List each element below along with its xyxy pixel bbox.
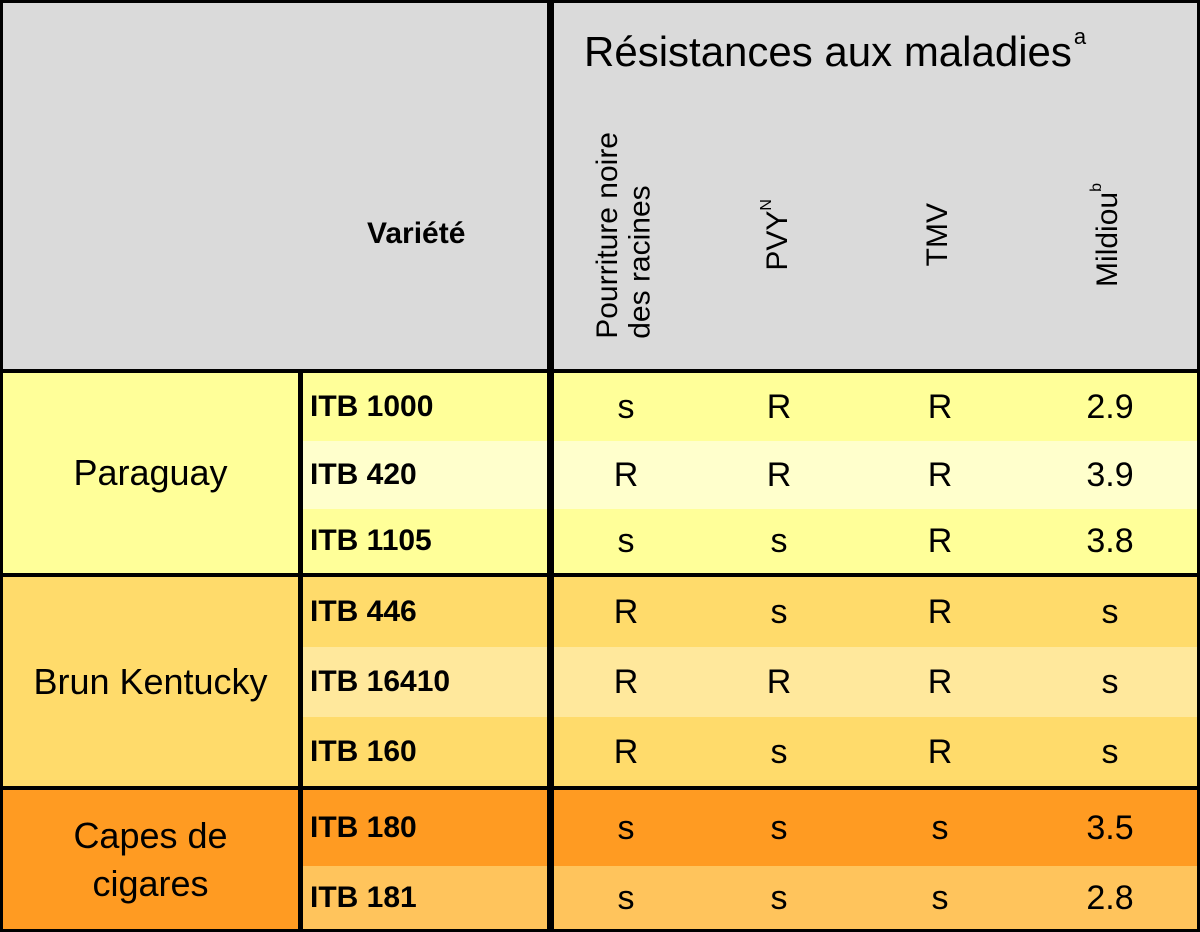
resistance-value: R [927, 522, 953, 560]
resistance-value: s [617, 809, 635, 847]
diseases-title-text: Résistances aux maladies [584, 28, 1072, 75]
resistance-value: R [613, 593, 639, 631]
header-diseases-cell: Résistances aux maladiesa Pourriture noi… [554, 3, 1197, 369]
table-row: R R R 3.9 [554, 441, 1197, 509]
col-header-tmv-label: TMV [920, 203, 954, 267]
variety-cell: ITB 1000 [303, 373, 547, 441]
resistance-value: s [931, 809, 949, 847]
group-brun-kentucky-cell: Brun Kentucky [3, 577, 298, 786]
resistance-value: R [766, 663, 792, 701]
resistance-value: 2.9 [1086, 388, 1134, 426]
variety-cell: ITB 181 [303, 866, 547, 929]
table-row: s s s 3.5 [554, 790, 1197, 866]
col-header-tmv: TMV [908, 99, 968, 371]
variety-name: ITB 446 [310, 595, 417, 628]
diseases-title: Résistances aux maladiesa [584, 26, 1086, 75]
col-header-mildiou-sup: b [1087, 183, 1105, 192]
col-header-pvy: PVYN [748, 99, 808, 371]
diseases-title-footnote: a [1073, 24, 1087, 49]
group-capes-cell: Capes de cigares [3, 790, 298, 929]
col-header-root-rot-line1: Pourriture noire [590, 131, 624, 339]
variety-name: ITB 160 [310, 734, 417, 768]
col-header-root-rot: Pourriture noire des racines [584, 99, 664, 371]
resistance-value: R [927, 593, 953, 631]
resistance-value: s [770, 593, 788, 631]
resistance-value: s [1101, 733, 1119, 771]
variety-cell: ITB 1105 [303, 509, 547, 573]
resistance-value: 3.5 [1086, 809, 1134, 847]
variety-name: ITB 16410 [310, 665, 451, 698]
resistance-value: s [770, 522, 788, 560]
resistance-value: 3.9 [1086, 456, 1134, 494]
variety-name: ITB 420 [310, 458, 417, 491]
header-variete-cell: Variété [3, 3, 547, 369]
resistance-value: s [1101, 663, 1119, 701]
resistance-value: R [613, 456, 639, 494]
table-row: s s R 3.8 [554, 509, 1197, 573]
resistance-value: R [927, 663, 953, 701]
resistance-value: s [1101, 593, 1119, 631]
col-header-pvy-sup: N [757, 199, 775, 211]
variety-cell: ITB 180 [303, 790, 547, 866]
group-label: Paraguay [73, 452, 228, 494]
resistance-value: s [617, 522, 635, 560]
col-header-pvy-label: PVY [760, 210, 794, 271]
col-header-mildiou: Mildioub [1078, 99, 1138, 371]
variety-name: ITB 180 [310, 811, 417, 844]
resistance-value: s [770, 809, 788, 847]
resistance-value: R [927, 456, 953, 494]
variety-cell: ITB 160 [303, 717, 547, 786]
table-row: s R R 2.9 [554, 373, 1197, 441]
resistance-value: 2.8 [1086, 879, 1134, 917]
resistance-value: R [766, 456, 792, 494]
resistance-value: R [927, 388, 953, 426]
variety-name: ITB 1105 [310, 524, 432, 557]
col-header-mildiou-label: Mildiou [1090, 191, 1124, 287]
resistance-value: R [613, 733, 639, 771]
resistance-value: s [617, 879, 635, 917]
resistance-value: R [613, 663, 639, 701]
resistance-value: R [927, 733, 953, 771]
table-row: s s s 2.8 [554, 866, 1197, 929]
variety-cell: ITB 420 [303, 441, 547, 509]
col-header-root-rot-line2: des racines [623, 184, 656, 339]
resistance-value: R [766, 388, 792, 426]
resistance-value: s [770, 733, 788, 771]
group-label: Brun Kentucky [33, 660, 268, 702]
variety-cell: ITB 446 [303, 577, 547, 647]
variety-cell: ITB 16410 [303, 647, 547, 717]
resistance-value: s [617, 388, 635, 426]
group-label: Capes de cigares [73, 814, 228, 904]
variete-label: Variété [367, 217, 466, 250]
resistance-value: s [931, 879, 949, 917]
resistance-value: s [770, 879, 788, 917]
variety-name: ITB 1000 [310, 390, 434, 423]
variety-name: ITB 181 [310, 880, 417, 914]
resistance-value: 3.8 [1086, 522, 1134, 560]
group-paraguay-cell: Paraguay [3, 373, 298, 573]
